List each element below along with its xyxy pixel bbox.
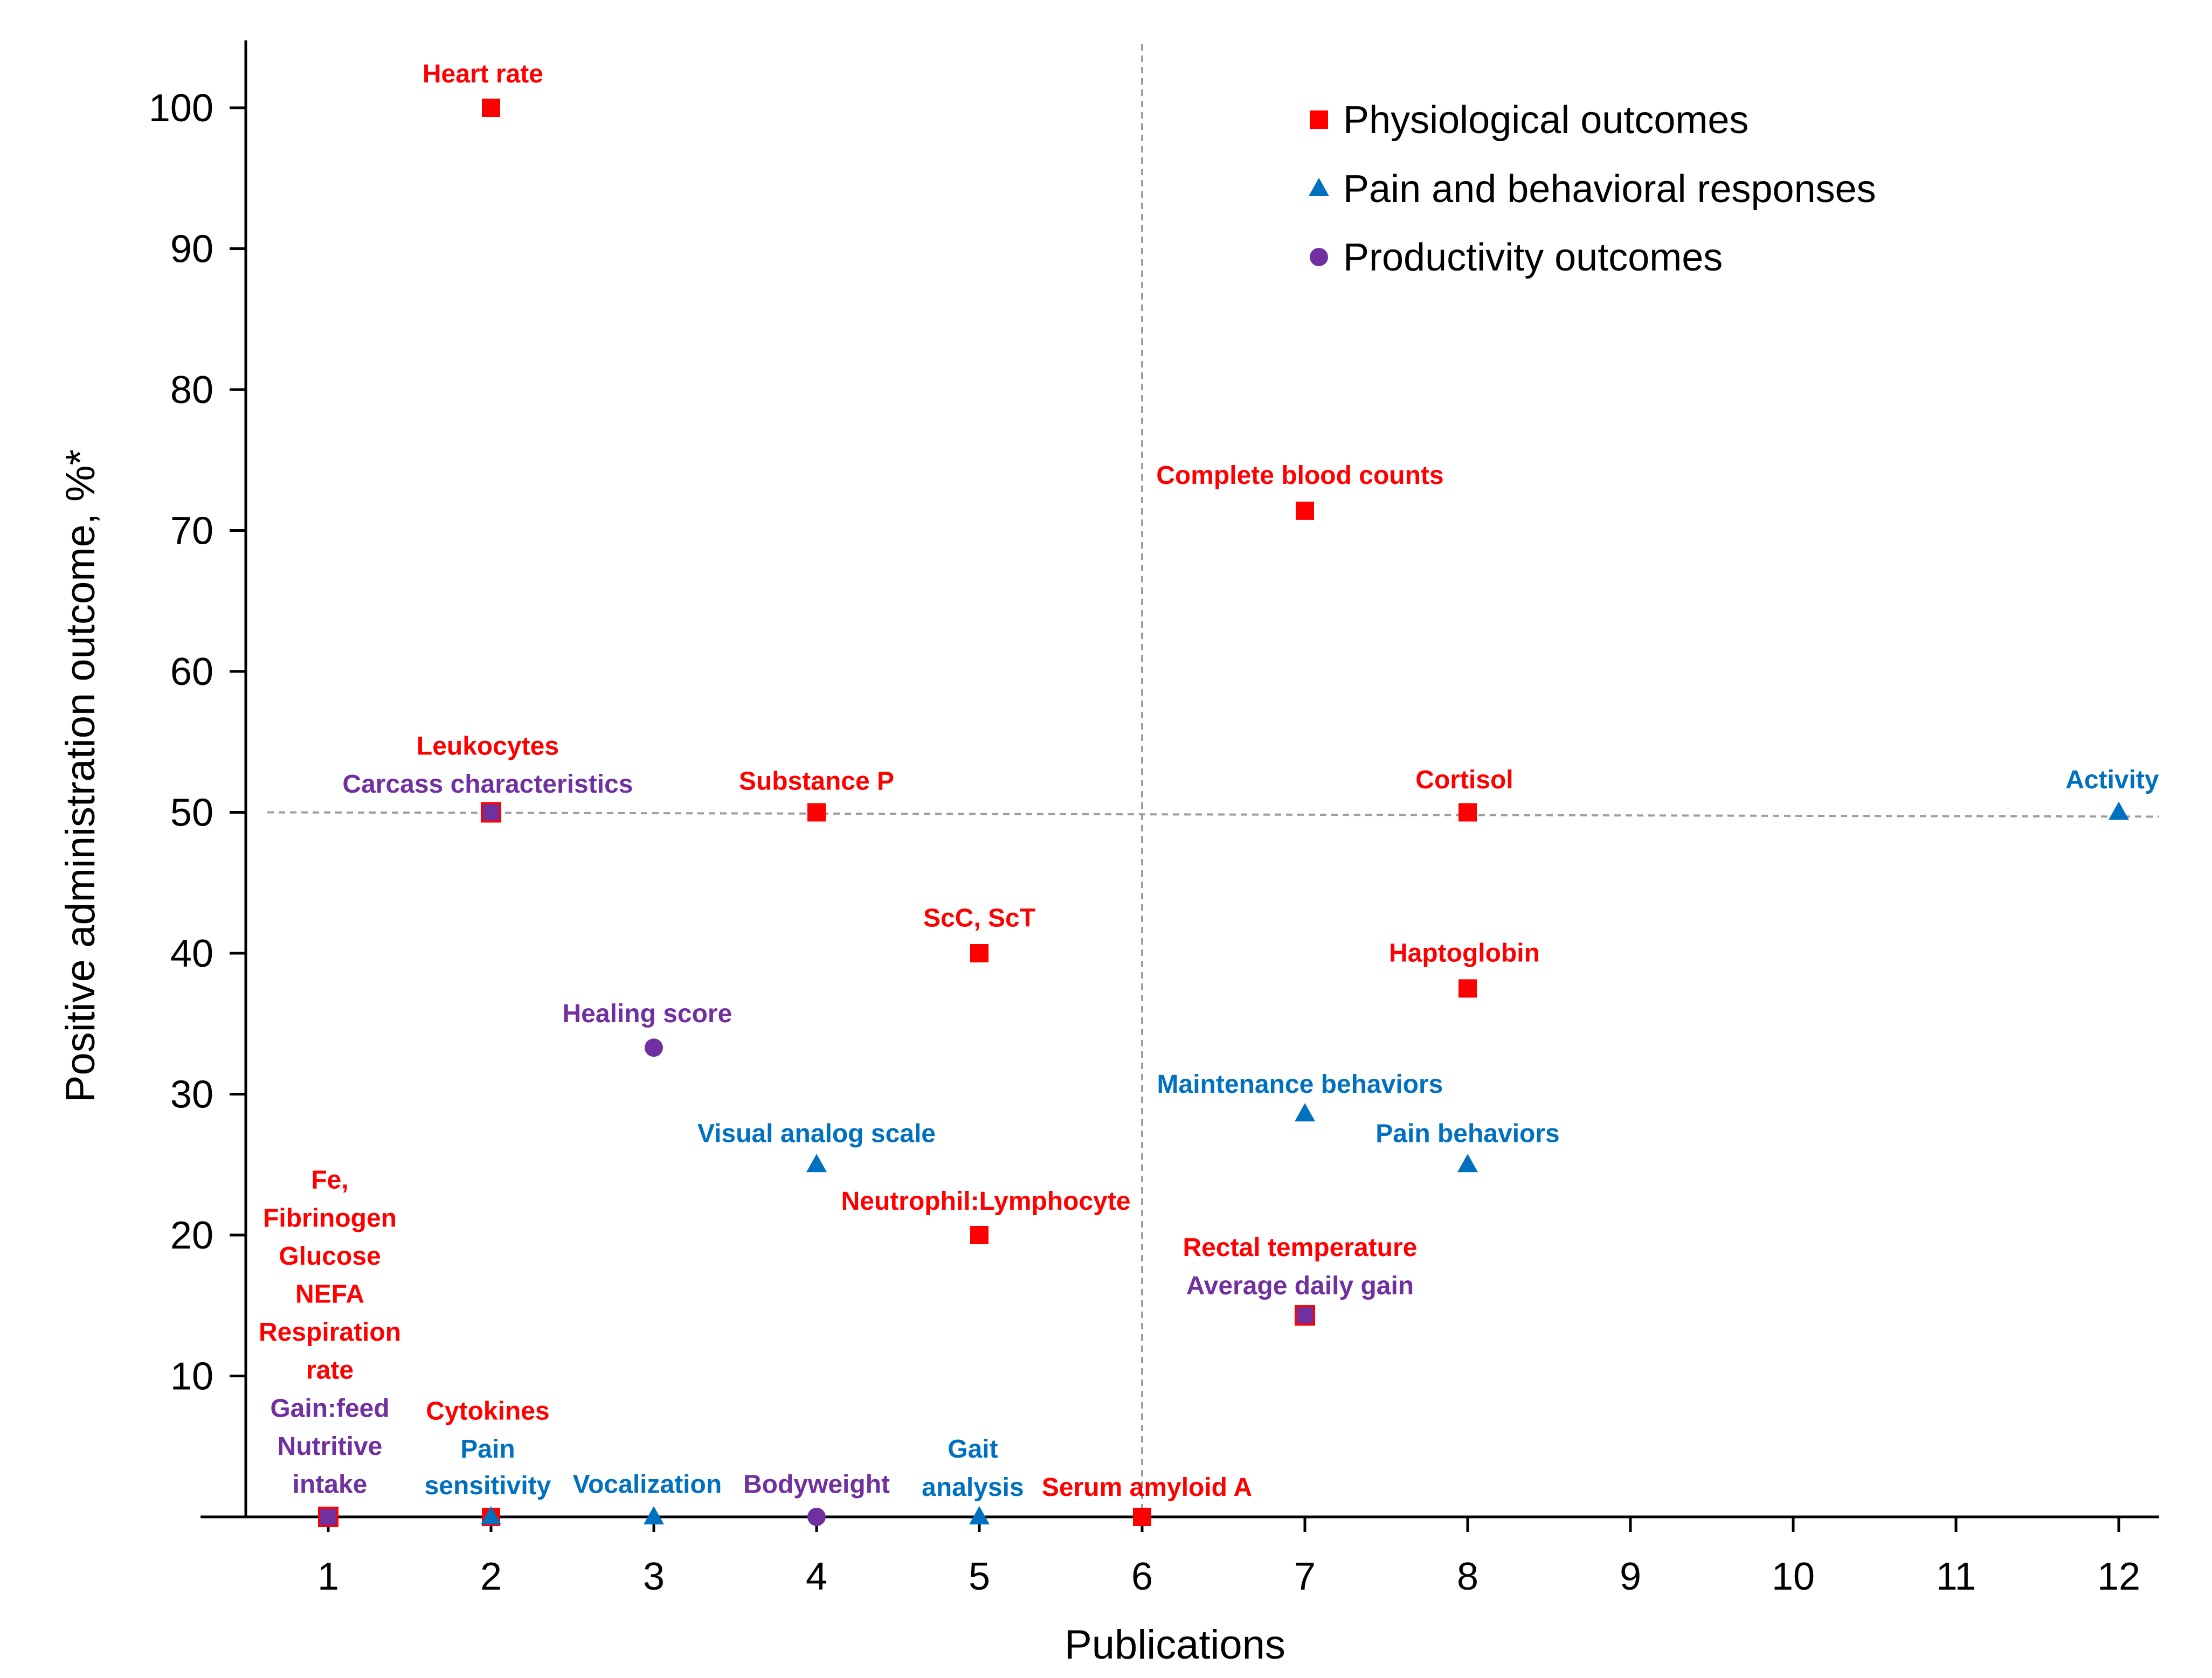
point-label: Fe,: [311, 1166, 348, 1195]
productivity-point: [807, 1508, 826, 1526]
point-label: Activity: [2065, 766, 2159, 794]
point-label: Heart rate: [423, 60, 543, 88]
point-label: Fibrinogen: [263, 1204, 397, 1232]
data-points: [318, 99, 2129, 1527]
x-tick-label: 2: [480, 1555, 502, 1598]
physiological-point: [1296, 501, 1314, 520]
pain-point: [1295, 1103, 1315, 1122]
point-label: Gait: [948, 1435, 998, 1464]
point-label: Pain behaviors: [1375, 1119, 1559, 1148]
y-tick-label: 50: [170, 792, 213, 835]
point-label: Average daily gain: [1186, 1272, 1414, 1300]
axes: [201, 40, 2159, 1518]
physiological-point: [1295, 1305, 1315, 1326]
point-label: rate: [306, 1356, 354, 1385]
legend-marker-pain: [1309, 178, 1329, 196]
point-label: Bodyweight: [743, 1471, 890, 1499]
point-label: Visual analog scale: [697, 1119, 936, 1148]
point-label: Glucose: [279, 1242, 381, 1271]
x-tick-label: 4: [806, 1555, 827, 1598]
point-label: analysis: [922, 1473, 1024, 1502]
point-label: Cytokines: [426, 1397, 549, 1426]
point-label: Leukocytes: [417, 732, 559, 760]
x-tick-label: 8: [1457, 1555, 1478, 1598]
physiological-point: [970, 944, 989, 962]
reference-lines: [267, 44, 2160, 1517]
pain-point: [969, 1506, 990, 1524]
x-tick-label: 11: [1936, 1555, 1976, 1598]
y-tick-label: 30: [170, 1073, 213, 1117]
legend-label: Physiological outcomes: [1343, 99, 1748, 142]
point-label: Rectal temperature: [1183, 1233, 1418, 1262]
x-tick-label: 9: [1620, 1555, 1641, 1598]
physiological-point: [482, 99, 500, 117]
legend-marker-physiological: [1310, 110, 1328, 129]
x-tick-label: 3: [643, 1555, 665, 1598]
point-label: Vocalization: [573, 1471, 722, 1499]
point-label: Complete blood counts: [1156, 461, 1443, 490]
x-tick-label: 12: [2097, 1555, 2140, 1598]
y-tick-label: 100: [149, 87, 213, 130]
point-label: sensitivity: [425, 1472, 551, 1500]
point-label: Serum amyloid A: [1042, 1473, 1252, 1502]
point-label: NEFA: [295, 1280, 364, 1309]
pain-point: [1457, 1154, 1478, 1173]
point-label: Maintenance behaviors: [1157, 1070, 1443, 1099]
physiological-point: [807, 803, 826, 822]
point-label: Healing score: [563, 1000, 732, 1028]
pain-point: [2109, 801, 2129, 820]
physiological-point: [481, 802, 501, 823]
y-tick-label: 90: [170, 228, 213, 271]
y-tick-label: 70: [170, 510, 213, 553]
x-tick-label: 10: [1772, 1555, 1815, 1598]
point-label: Cortisol: [1415, 766, 1513, 794]
y-tick-label: 20: [170, 1214, 213, 1257]
pain-point: [806, 1154, 827, 1173]
legend-marker-productivity: [1310, 248, 1328, 266]
physiological-point: [1458, 979, 1477, 998]
pain-point: [644, 1506, 664, 1524]
x-tick-label: 1: [317, 1555, 339, 1598]
y-tick-label: 40: [170, 932, 213, 975]
x-tick-label: 5: [969, 1555, 990, 1598]
physiological-point: [970, 1226, 989, 1244]
point-label: intake: [293, 1471, 368, 1499]
legend-label: Pain and behavioral responses: [1343, 168, 1876, 211]
point-label: Neutrophil:Lymphocyte: [841, 1187, 1131, 1216]
productivity-point: [645, 1038, 663, 1057]
pain-point: [481, 1506, 501, 1524]
point-label: Substance P: [739, 767, 894, 796]
reference-line-horizontal: [267, 811, 2160, 818]
y-tick-label: 60: [170, 650, 213, 694]
point-label: ScC, ScT: [923, 904, 1035, 932]
physiological-point: [1133, 1508, 1151, 1526]
point-label: Haptoglobin: [1389, 939, 1540, 968]
point-label: Carcass characteristics: [342, 770, 633, 799]
x-axis-title: Publications: [1064, 1622, 1285, 1668]
physiological-point: [318, 1507, 338, 1527]
y-tick-label: 80: [170, 369, 213, 412]
legend: Physiological outcomes Pain and behaviora…: [1309, 99, 1876, 279]
point-label: Respiration: [259, 1318, 401, 1347]
physiological-point: [1458, 803, 1477, 822]
y-axis-title: Positive administration outcome, %*: [58, 449, 103, 1103]
point-label: Pain: [460, 1435, 515, 1464]
point-label: Nutritive: [278, 1432, 383, 1461]
point-labels: Heart rate Complete blood counts Leukocyte…: [259, 60, 2159, 1502]
legend-label: Productivity outcomes: [1343, 236, 1723, 279]
y-tick-label: 10: [170, 1355, 213, 1398]
x-tick-label: 6: [1131, 1555, 1153, 1598]
point-label: Gain:feed: [270, 1394, 389, 1423]
x-tick-label: 7: [1294, 1555, 1316, 1598]
